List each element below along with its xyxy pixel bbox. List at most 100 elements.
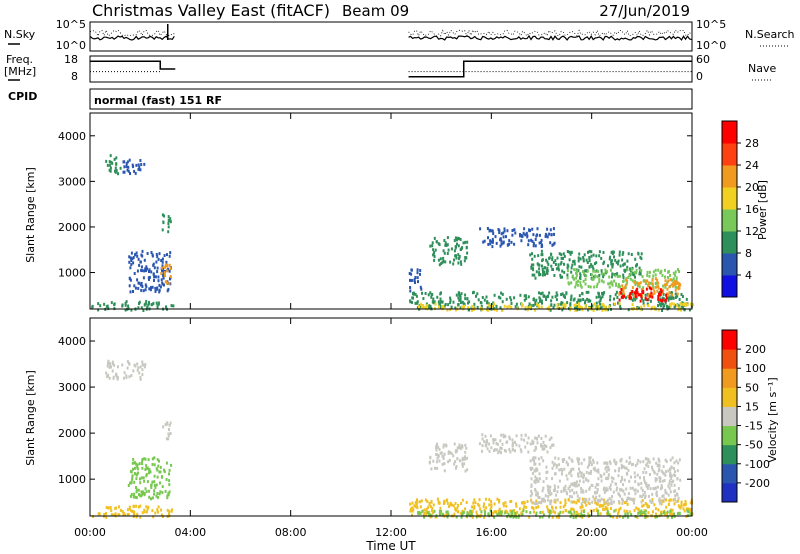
data-cell <box>560 256 563 260</box>
data-cell <box>523 294 526 298</box>
data-cell <box>610 501 613 505</box>
data-cell <box>532 303 535 307</box>
nsearch-tick-bottom: 10^0 <box>696 39 726 52</box>
data-cell <box>644 509 647 513</box>
data-cell <box>684 503 687 507</box>
data-cell <box>530 477 533 481</box>
data-cell <box>460 292 463 296</box>
data-cell <box>582 259 585 263</box>
data-cell <box>637 251 640 255</box>
data-cell <box>612 490 615 494</box>
data-cell <box>544 235 547 238</box>
data-cell <box>139 375 142 379</box>
data-cell <box>558 479 561 483</box>
data-cell <box>639 299 642 303</box>
data-cell <box>148 468 150 472</box>
data-cell <box>460 502 463 505</box>
data-cell <box>650 501 653 504</box>
data-cell <box>543 294 546 298</box>
data-cell <box>590 263 593 267</box>
data-cell <box>151 285 154 289</box>
data-cell <box>577 299 580 303</box>
data-cell <box>460 515 463 519</box>
data-cell <box>613 297 615 301</box>
data-cell <box>592 267 595 271</box>
data-cell <box>585 290 588 294</box>
data-cell <box>611 275 613 279</box>
data-cell <box>458 256 461 260</box>
data-cell <box>573 268 576 272</box>
data-cell <box>135 488 138 492</box>
data-cell <box>606 507 609 511</box>
data-cell <box>656 278 659 282</box>
data-cell <box>133 461 136 465</box>
data-cell <box>478 442 481 446</box>
data-cell <box>500 308 503 312</box>
data-cell <box>576 494 579 498</box>
velocity-ylabel: Slant Range [km] <box>24 370 37 466</box>
data-cell <box>113 302 116 306</box>
data-cell <box>573 303 576 307</box>
data-cell <box>485 439 488 443</box>
data-cell <box>607 511 610 515</box>
data-cell <box>576 308 579 312</box>
data-cell <box>618 291 621 295</box>
data-cell <box>611 495 613 499</box>
data-cell <box>452 454 455 458</box>
data-cell <box>633 270 636 274</box>
data-cell <box>160 508 163 512</box>
data-cell <box>645 482 648 486</box>
data-cell <box>156 458 159 462</box>
data-cell <box>653 305 656 309</box>
data-cell <box>632 272 635 276</box>
data-cell <box>534 489 537 493</box>
data-cell <box>614 469 617 473</box>
data-cell <box>496 497 499 501</box>
data-cell <box>582 257 585 261</box>
data-cell <box>410 268 413 272</box>
data-cell <box>679 506 682 510</box>
data-cell <box>551 258 554 261</box>
data-cell <box>129 494 132 498</box>
data-cell <box>548 291 551 295</box>
data-cell <box>564 488 567 492</box>
data-cell <box>503 229 506 233</box>
data-cell <box>144 363 147 366</box>
data-cell <box>661 486 663 489</box>
data-cell <box>475 515 478 519</box>
data-cell <box>466 240 469 244</box>
data-cell <box>533 510 535 514</box>
data-cell <box>548 515 551 519</box>
data-cell <box>161 491 164 495</box>
data-cell <box>489 305 492 308</box>
data-cell <box>671 278 673 282</box>
data-cell <box>644 494 647 498</box>
data-cell <box>660 502 663 506</box>
data-cell <box>446 252 449 255</box>
y-tick-label: 4000 <box>58 335 86 348</box>
data-cell <box>529 466 532 470</box>
data-cell <box>618 492 620 496</box>
data-cell <box>657 268 660 272</box>
data-cell <box>449 301 452 305</box>
data-cell <box>480 305 483 308</box>
data-cell <box>487 512 490 516</box>
data-cell <box>430 295 433 299</box>
data-cell <box>540 443 542 447</box>
data-cell <box>649 281 652 285</box>
data-cell <box>587 250 589 254</box>
data-cell <box>619 306 622 310</box>
data-cell <box>594 274 597 278</box>
data-cell <box>622 263 625 267</box>
data-cell <box>565 509 568 513</box>
data-cell <box>571 500 574 504</box>
data-cell <box>603 272 606 276</box>
data-cell <box>666 276 669 279</box>
data-cell <box>134 466 136 470</box>
data-cell <box>602 251 605 254</box>
data-cell <box>609 268 612 272</box>
data-cell <box>154 486 157 490</box>
data-cell <box>140 163 143 166</box>
data-cell <box>483 502 485 506</box>
data-cell <box>674 474 677 478</box>
